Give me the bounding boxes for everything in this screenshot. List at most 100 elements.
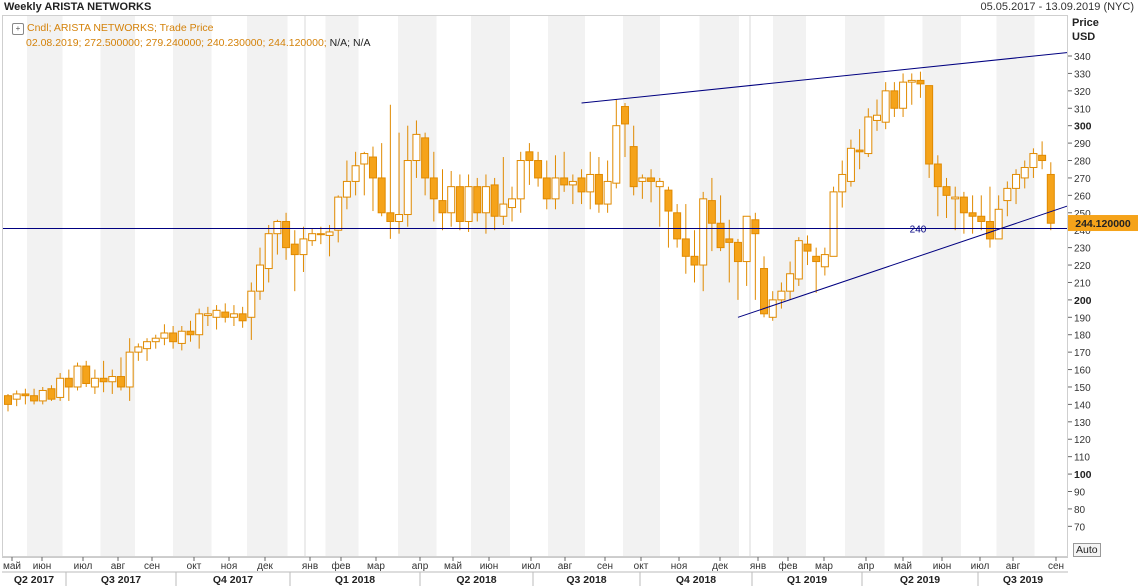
candle [594,157,603,213]
candle [794,237,803,286]
candle-body-up [134,346,143,353]
candle-body-down [4,395,12,405]
y-tick-label: 140 [1074,400,1091,411]
x-month-label: июн [933,561,952,572]
candle-body-up [586,173,595,193]
candle-body-up [638,177,647,182]
candle [151,334,160,349]
x-month-label: апр [412,561,429,572]
candle [820,247,829,276]
candle [725,219,734,283]
y-tick-label: 330 [1074,69,1091,80]
candle [412,120,421,178]
candle-body-up [316,233,325,236]
candle-body-up [125,351,134,388]
x-quarter-label: Q4 2017 [213,574,253,586]
month-band [27,16,63,557]
x-quarter-label: Q3 2018 [566,574,606,586]
auto-scale-button[interactable]: Auto [1073,543,1101,557]
y-tick-label: 340 [1074,52,1091,63]
candle-body-up [899,81,908,109]
candle [473,177,482,222]
candle [629,125,638,196]
candle [1020,160,1029,189]
candle-body-up [12,393,21,400]
candle-body-down [47,388,56,400]
candle [134,343,143,361]
month-band [100,16,135,557]
candle-body-up [351,165,360,182]
candle-body-down [377,177,386,214]
candle-body-down [30,395,39,402]
x-month-label: июл [971,561,990,572]
y-tick-label: 270 [1074,174,1091,185]
candle [907,73,916,105]
expand-icon[interactable]: + [12,22,24,35]
candle [186,320,195,342]
candle [925,85,934,178]
y-tick-label: 190 [1074,313,1091,324]
candle [143,338,152,361]
candle [421,132,430,196]
candle-body-down [438,200,447,214]
candle-body-up [1003,187,1012,202]
x-month-label: апр [858,561,875,572]
candle-body-down [985,220,994,240]
candle [1038,141,1047,170]
month-band [623,16,660,557]
candle [786,261,795,300]
candle [586,151,595,210]
candle-body-down [890,90,899,109]
candle-body-up [881,90,890,123]
candle-body-up [699,198,708,266]
candle [699,191,708,292]
candle-body-up [768,299,777,318]
candle-body-up [603,180,612,205]
candle [942,177,951,219]
y-tick-label: 260 [1074,191,1091,202]
x-quarter-label: Q2 2018 [456,574,496,586]
y-tick-label: 220 [1074,261,1091,272]
candle [916,71,925,98]
candle [229,305,238,327]
candle-body-up [342,180,351,198]
candle-body-up [907,79,916,83]
x-month-label: сен [1048,561,1064,572]
candle [38,386,47,405]
candle-body-up [160,332,169,339]
candle [577,169,586,205]
candle-body-up [38,389,47,402]
candle [829,186,838,257]
candle [264,224,273,283]
month-band [325,16,359,557]
candle [534,151,543,187]
candle-body-up [143,341,152,350]
candle-body-up [951,196,960,200]
month-band [173,16,212,557]
candle-body-up [273,220,282,235]
candle-body-down [560,177,569,186]
candle [690,230,699,283]
candle-body-down [855,149,864,153]
candle-body-down [82,365,91,384]
candle [846,139,855,187]
candle [82,360,91,387]
y-axis-ticks: 70 80 90 100 110 120 130 140 150 160 170 180 190 200 2… [1068,52,1138,533]
candle [160,324,169,346]
candle [542,160,551,210]
x-quarter-label: Q2 2017 [14,574,54,586]
x-month-label: ноя [671,561,688,572]
x-month-label: июн [33,561,52,572]
candle-body-down [1046,173,1055,224]
candle-body-down [116,376,125,388]
x-month-label: ноя [221,561,238,572]
candle-body-down [421,137,430,179]
candle-body-up [151,337,160,343]
candle [1003,181,1012,217]
x-quarter-label: Q1 2018 [335,574,375,586]
x-month-label: окт [187,561,202,572]
candle-body-down [968,212,977,217]
month-band [471,16,510,557]
candle [647,169,656,203]
y-tick-label: 290 [1074,139,1091,150]
